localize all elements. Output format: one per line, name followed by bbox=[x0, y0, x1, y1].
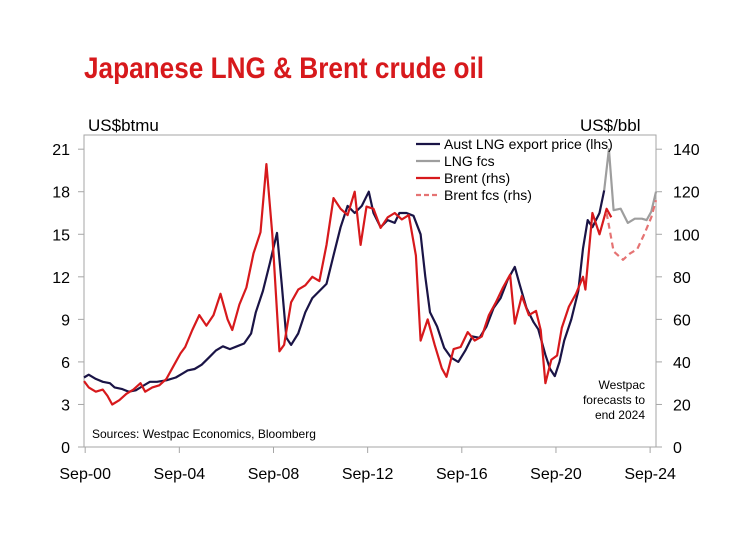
y-left-tick-label: 12 bbox=[52, 270, 70, 287]
series-lines bbox=[83, 148, 658, 406]
y-right-tick-label: 20 bbox=[673, 397, 691, 414]
legend-entry: Aust LNG export price (lhs) bbox=[444, 136, 613, 152]
y-left-tick-label: 0 bbox=[61, 440, 70, 457]
legend-entry: Brent (rhs) bbox=[444, 170, 510, 186]
x-tick-label: Sep-24 bbox=[624, 466, 676, 483]
forecast-note-line-3: end 2024 bbox=[595, 408, 645, 422]
x-tick-label: Sep-04 bbox=[154, 466, 206, 483]
forecast-note-line-2: forecasts to bbox=[583, 393, 645, 407]
y-right-tick-label: 80 bbox=[673, 270, 691, 287]
plot-area bbox=[83, 134, 657, 448]
y-right-tick-label: 60 bbox=[673, 312, 691, 329]
y-right-axis-label: US$/bbl bbox=[580, 116, 640, 135]
series-line bbox=[83, 163, 613, 406]
y-right-tick-label: 40 bbox=[673, 355, 691, 372]
y-left-tick-label: 21 bbox=[52, 142, 70, 159]
y-right-tick-label: 0 bbox=[673, 440, 682, 457]
x-tick-label: Sep-12 bbox=[342, 466, 394, 483]
x-tick-label: Sep-20 bbox=[530, 466, 582, 483]
legend-entry: LNG fcs bbox=[444, 153, 495, 169]
y-left-tick-label: 15 bbox=[52, 227, 70, 244]
y-left-axis-label: US$btmu bbox=[88, 116, 159, 135]
x-tick-label: Sep-16 bbox=[436, 466, 488, 483]
series-line bbox=[605, 199, 658, 261]
source-note: Sources: Westpac Economics, Bloomberg bbox=[92, 427, 316, 441]
chart-title: Japanese LNG & Brent crude oil bbox=[84, 52, 484, 85]
x-tick-label: Sep-08 bbox=[248, 466, 300, 483]
x-axis-ticks: Sep-00 Sep-04 Sep-08 Sep-12 Sep-16 Sep-20 Sep-… bbox=[59, 447, 676, 483]
series-line bbox=[603, 148, 658, 224]
x-tick-label: Sep-00 bbox=[59, 466, 111, 483]
legend: Aust LNG export price (lhs)LNG fcsBrent … bbox=[416, 136, 613, 203]
y-right-tick-label: 140 bbox=[673, 142, 700, 159]
y-right-ticks: 0 20 40 60 80 100 120 140 bbox=[656, 142, 700, 457]
series-line bbox=[83, 190, 606, 393]
legend-entry: Brent fcs (rhs) bbox=[444, 187, 532, 203]
y-left-tick-label: 18 bbox=[52, 185, 70, 202]
y-left-tick-label: 3 bbox=[61, 397, 70, 414]
y-right-tick-label: 120 bbox=[673, 185, 700, 202]
y-left-tick-label: 6 bbox=[61, 355, 70, 372]
y-left-ticks: 0 3 6 9 12 15 18 21 bbox=[52, 142, 84, 457]
forecast-note-line-1: Westpac bbox=[599, 378, 645, 392]
y-right-tick-label: 100 bbox=[673, 227, 700, 244]
y-left-tick-label: 9 bbox=[61, 312, 70, 329]
